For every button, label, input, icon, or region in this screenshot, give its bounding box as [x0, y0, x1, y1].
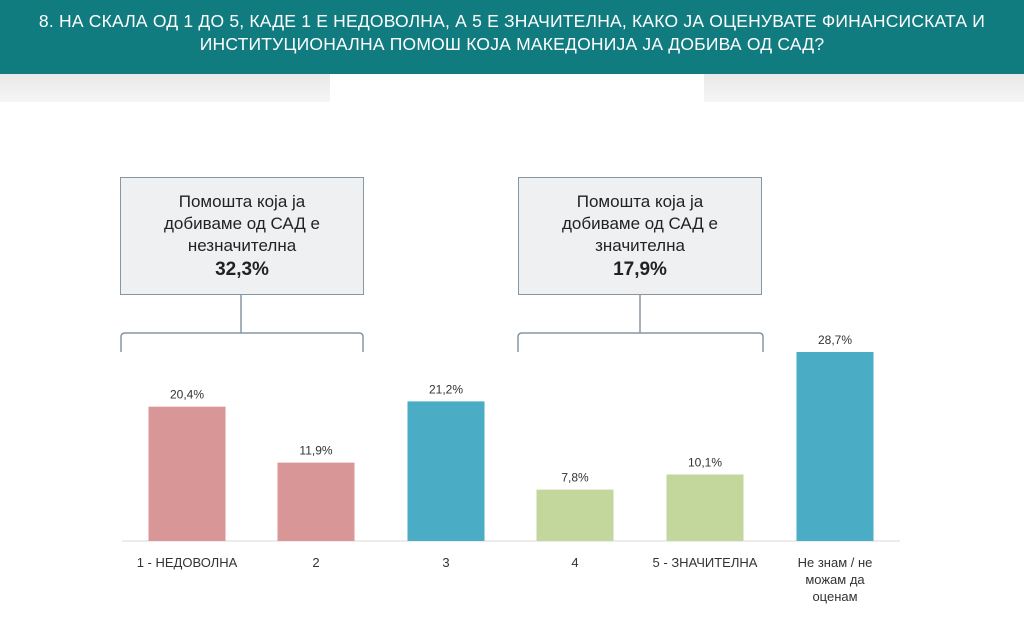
callout-insignificant-line-2: добиваме од САД е — [164, 214, 320, 233]
bracket-2 — [517, 332, 764, 352]
callout-significant-line-1: Помошта која ја — [576, 192, 704, 211]
data-label-6: 28,7% — [818, 333, 852, 347]
callout-significant-value: 17,9% — [613, 259, 667, 280]
bar-5 — [666, 474, 744, 541]
page-title-line-2: ИНСТИТУЦИОНАЛНА ПОМОШ КОЈА МАКЕДОНИЈА ЈА… — [199, 34, 825, 54]
callout-significant-line-2: добиваме од САД е — [562, 214, 718, 233]
sub-header-gap — [330, 74, 704, 102]
callout-insignificant: Помошта која ја добиваме од САД е незнач… — [120, 177, 364, 295]
callout-insignificant-line-1: Помошта која ја — [178, 192, 306, 211]
category-label-4: 4 — [571, 555, 578, 570]
category-label-2: 2 — [312, 555, 319, 570]
bar-3 — [407, 401, 485, 541]
category-label-6-line-2: можам да — [805, 572, 865, 587]
callout-insignificant-value: 32,3% — [215, 259, 269, 280]
header-bar — [0, 0, 1024, 74]
page-title-line-1: 8. НА СКАЛА ОД 1 ДО 5, КАДЕ 1 Е НЕДОВОЛН… — [38, 11, 986, 31]
callout-significant: Помошта која ја добиваме од САД е значит… — [518, 177, 762, 295]
category-label-6-line-1: Не знам / не — [798, 555, 873, 570]
bar-1 — [148, 406, 226, 541]
data-label-4: 7,8% — [561, 471, 589, 485]
category-label-6-line-3: оценам — [812, 589, 857, 604]
bar-6 — [796, 352, 874, 541]
category-label-5: 5 - ЗНАЧИТЕЛНА — [653, 555, 758, 570]
page-title: 8. НА СКАЛА ОД 1 ДО 5, КАДЕ 1 Е НЕДОВОЛН… — [0, 10, 1024, 56]
callout-significant-line-3: значителна — [595, 236, 685, 255]
category-label-3: 3 — [442, 555, 449, 570]
data-label-2: 11,9% — [299, 444, 332, 458]
data-label-3: 21,2% — [429, 382, 463, 396]
bar-2 — [277, 462, 355, 541]
data-label-5: 10,1% — [688, 455, 722, 469]
bar-4 — [536, 489, 614, 541]
callout-insignificant-line-3: незначителна — [187, 236, 297, 255]
data-label-1: 20,4% — [170, 388, 204, 402]
bracket-1 — [120, 332, 364, 352]
category-label-1: 1 - НЕДОВОЛНА — [137, 555, 238, 570]
